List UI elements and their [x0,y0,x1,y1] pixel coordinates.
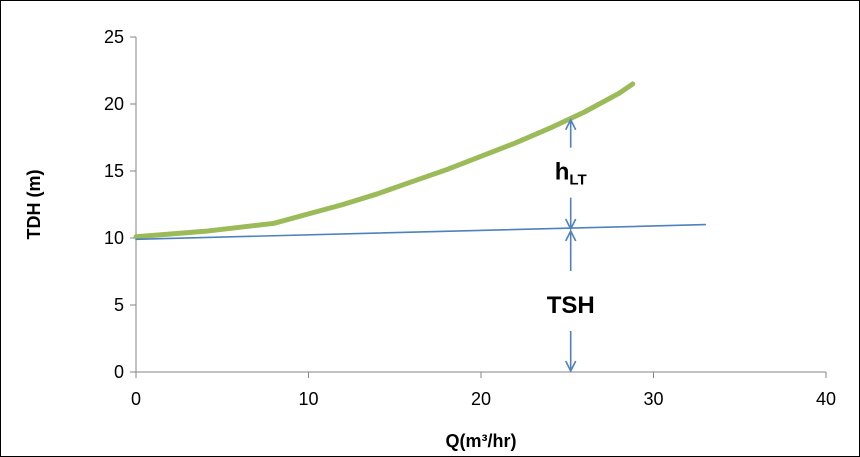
x-tick-label: 40 [816,389,836,409]
y-tick-label: 25 [104,27,124,47]
x-tick-label: 0 [131,389,141,409]
series-layer [133,81,707,241]
axes: 0 5 10 15 20 25 0 10 20 30 40 [104,27,836,409]
x-tick-label: 10 [298,389,318,409]
y-tick-label: 20 [104,94,124,114]
static-head-line [135,223,707,241]
hlt-label: hLT [555,159,587,189]
hlt-label-sub: LT [569,172,586,189]
hlt-label-main: h [555,159,570,186]
annotation-layer: TSH hLT [547,120,595,371]
tsh-label: TSH [547,292,595,319]
y-tick-label: 5 [114,295,124,315]
x-tick-label: 30 [643,389,663,409]
x-tick-label: 20 [471,389,491,409]
y-tick-label: 10 [104,228,124,248]
x-axis-title: Q(m³/hr) [446,431,517,451]
y-tick-label: 0 [114,362,124,382]
y-axis-title: TDH (m) [24,170,44,240]
y-tick-label: 15 [104,161,124,181]
